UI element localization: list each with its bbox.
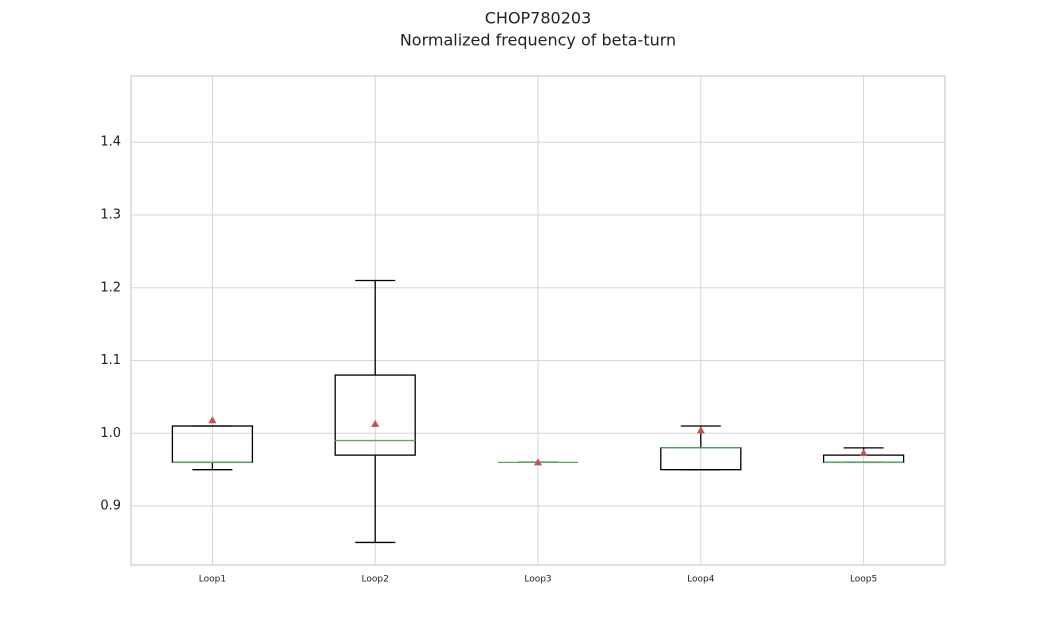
x-tick-label: Loop3 (524, 575, 551, 585)
x-tick-label: Loop4 (687, 575, 715, 585)
chart-subtitle: Normalized frequency of beta-turn (400, 31, 676, 50)
plot-frame (130, 75, 946, 566)
mean-marker (534, 458, 542, 466)
mean-marker (859, 448, 868, 456)
y-tick-label: 1.0 (100, 426, 121, 441)
x-tick-label: Loop5 (850, 575, 877, 585)
y-tick-label: 1.3 (100, 207, 121, 222)
mean-marker (208, 416, 217, 424)
x-tick-label: Loop2 (362, 575, 389, 585)
mean-marker (696, 426, 705, 434)
x-tick-label: Loop1 (199, 575, 226, 585)
mean-marker (371, 419, 380, 427)
y-tick-label: 0.9 (100, 499, 121, 514)
chart-title: CHOP780203 (485, 9, 592, 28)
y-tick-label: 1.1 (100, 353, 121, 368)
y-tick-label: 1.2 (100, 280, 121, 295)
box (334, 374, 416, 456)
y-tick-label: 1.4 (100, 135, 121, 150)
